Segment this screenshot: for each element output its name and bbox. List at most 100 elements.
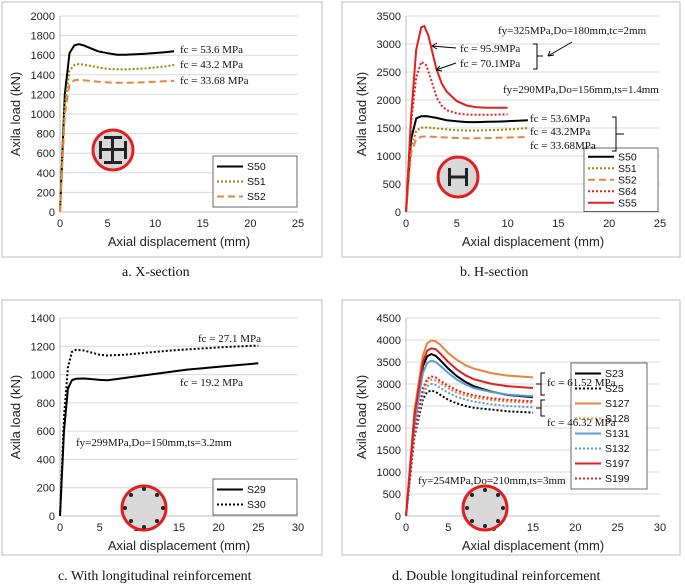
annotation-b-fc-43: fc = 43.2MPa bbox=[530, 126, 590, 138]
y-tick-label: 2000 bbox=[377, 95, 401, 107]
series-line-S132 bbox=[405, 382, 534, 517]
series-line-S51 bbox=[59, 62, 175, 213]
y-tick-label: 200 bbox=[37, 483, 55, 495]
y-tick-label: 1500 bbox=[377, 445, 401, 457]
legend-entry: S127 bbox=[605, 398, 630, 410]
y-tick-label: 500 bbox=[383, 179, 401, 191]
y-tick-label: 200 bbox=[37, 187, 55, 199]
annotation-d-fc-46: fc = 46.32 MPa bbox=[547, 417, 616, 429]
annotation-d-fy-254: fy=254MPa,Do=210mm,ts=3mm bbox=[418, 475, 566, 487]
caption-c: c. With longitudinal reinforcement bbox=[58, 569, 252, 584]
y-tick-label: 3000 bbox=[377, 379, 401, 391]
legend-entry: S30 bbox=[247, 499, 266, 511]
legend-entry: S52 bbox=[618, 174, 637, 186]
y-tick-label: 1500 bbox=[377, 123, 401, 135]
caption-a: a. X-section bbox=[122, 265, 190, 280]
chart-panel-d: 0500100015002000250030003500400045000510… bbox=[354, 313, 666, 553]
caption-d: d. Double longitudinal reinforcement bbox=[392, 569, 600, 584]
x-axis-label: Axial displacement (mm) bbox=[462, 538, 604, 553]
series-line-S52 bbox=[405, 135, 528, 213]
series-line-S197 bbox=[405, 347, 534, 517]
x-tick-label: 15 bbox=[527, 522, 539, 534]
x-tick-label: 25 bbox=[654, 218, 666, 230]
y-tick-label: 4500 bbox=[377, 313, 401, 325]
y-tick-label: 3500 bbox=[377, 357, 401, 369]
y-tick-label: 4000 bbox=[377, 335, 401, 347]
y-tick-label: 600 bbox=[37, 426, 55, 438]
h-section-inset-icon bbox=[436, 155, 480, 199]
y-tick-label: 0 bbox=[49, 207, 55, 219]
annotation-b-fc-70: fc = 70.1MPa bbox=[460, 58, 520, 70]
y-tick-label: 1000 bbox=[31, 109, 55, 121]
legend-box bbox=[212, 478, 298, 516]
legend-entry: S132 bbox=[605, 443, 630, 455]
panel-a-frame bbox=[1, 1, 323, 258]
annotation-b-fc-95: fc = 95.9MPa bbox=[460, 43, 520, 55]
annotation-c-fc-19: fc = 19.2 MPa bbox=[180, 377, 243, 389]
x-tick-label: 15 bbox=[552, 218, 564, 230]
y-tick-label: 800 bbox=[37, 398, 55, 410]
legend-entry: S50 bbox=[618, 151, 637, 163]
panel-c-frame bbox=[1, 299, 323, 556]
annotation-b-arrows bbox=[431, 41, 624, 152]
annotation-b-fy-290: fy=290MPa,Do=156mm,ts=1.4mm bbox=[503, 84, 659, 96]
y-tick-label: 3500 bbox=[377, 11, 401, 23]
x-tick-label: 0 bbox=[403, 522, 409, 534]
y-tick-label: 0 bbox=[395, 207, 401, 219]
legend-entry: S51 bbox=[247, 176, 266, 188]
annotation-b-fc-33: fc = 33.68MPa bbox=[530, 140, 596, 152]
annotation-c-fy-299: fy=299MPa,Do=150mm,ts=3.2mm bbox=[76, 437, 232, 449]
x-tick-label: 30 bbox=[654, 522, 666, 534]
y-tick-label: 3000 bbox=[377, 39, 401, 51]
y-tick-label: 1200 bbox=[31, 89, 55, 101]
y-axis-label: Axila load (kN) bbox=[8, 72, 23, 157]
series-line-S50 bbox=[59, 43, 175, 213]
chart-panel-a: 0 200 400 600 800 1000 1200 1400 1600 1800 2000 0 5 1… bbox=[8, 11, 304, 249]
y-tick-label: 500 bbox=[383, 489, 401, 501]
series-line-S29 bbox=[59, 362, 259, 517]
y-tick-label: 600 bbox=[37, 148, 55, 160]
legend-entry: S52 bbox=[247, 191, 266, 203]
y-tick-label: 400 bbox=[37, 168, 55, 180]
series-line-S127 bbox=[405, 339, 534, 517]
legend-entry: S128 bbox=[605, 413, 630, 425]
longitudinal-reinforcement-inset-icon bbox=[120, 484, 168, 532]
y-axis-label: Axila load (kN) bbox=[354, 375, 369, 460]
y-tick-label: 1000 bbox=[377, 467, 401, 479]
y-tick-label: 2500 bbox=[377, 401, 401, 413]
legend-entry: S51 bbox=[618, 163, 637, 175]
annotation-b-fy-325: fy=325MPa,Do=180mm,tc=2mm bbox=[498, 25, 647, 37]
legend-entry: S25 bbox=[605, 383, 624, 395]
x-section-inset-icon bbox=[91, 128, 135, 172]
y-tick-label: 1000 bbox=[377, 151, 401, 163]
legend-entry: S197 bbox=[605, 458, 630, 470]
annotation-a-fc-43: fc = 43.2 MPa bbox=[180, 59, 243, 71]
y-tick-label: 1800 bbox=[31, 31, 55, 43]
caption-b: b. H-section bbox=[460, 265, 528, 280]
x-tick-label: 5 bbox=[105, 218, 111, 230]
legend-box bbox=[583, 147, 659, 212]
x-tick-label: 20 bbox=[603, 218, 615, 230]
y-axis-label: Axila load (kN) bbox=[354, 72, 369, 157]
y-tick-label: 1000 bbox=[31, 370, 55, 382]
series-line-S55 bbox=[405, 24, 508, 213]
series-line-S52 bbox=[59, 78, 175, 213]
x-tick-label: 0 bbox=[57, 218, 63, 230]
legend-entry: S50 bbox=[247, 161, 266, 173]
series-line-S50 bbox=[405, 115, 528, 213]
annotation-a-fc-53: fc = 53.6 MPa bbox=[180, 44, 243, 56]
y-axis-label: Axila load (kN) bbox=[8, 375, 23, 460]
annotation-d-fc-61: fc = 61.52 MPa bbox=[547, 377, 616, 389]
x-tick-label: 20 bbox=[213, 522, 225, 534]
x-tick-label: 30 bbox=[292, 522, 304, 534]
y-tick-label: 400 bbox=[37, 454, 55, 466]
y-tick-label: 1400 bbox=[31, 313, 55, 325]
x-tick-label: 5 bbox=[445, 522, 451, 534]
x-axis-label: Axial displacement (mm) bbox=[108, 234, 250, 249]
panel-d-frame bbox=[341, 299, 681, 556]
x-tick-label: 5 bbox=[454, 218, 460, 230]
series-line-S199 bbox=[405, 375, 534, 517]
y-tick-label: 2500 bbox=[377, 67, 401, 79]
series-line-S30 bbox=[59, 344, 259, 517]
x-tick-label: 25 bbox=[612, 522, 624, 534]
